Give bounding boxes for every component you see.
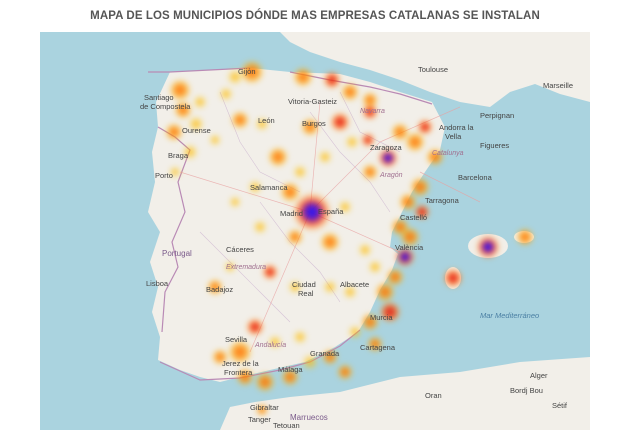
label-badajoz: Badajoz [206, 285, 234, 294]
label-oran: Oran [425, 391, 442, 400]
label-andalucia: Andalucía [255, 342, 287, 349]
label-tanger: Tanger [248, 415, 271, 424]
label-valencia: València [395, 243, 424, 252]
heat-map[interactable]: Toulouse Gijón Vitoria-Gasteiz Santiago … [40, 32, 590, 430]
label-setif: Sétif [552, 401, 568, 410]
label-lisboa: Lisboa [146, 279, 169, 288]
label-castellon: Castelló [400, 213, 428, 222]
label-figueres: Figueres [480, 141, 510, 150]
africa-land [220, 357, 590, 430]
label-andorra: Andorra la [439, 123, 474, 132]
label-cartagena: Cartagena [360, 343, 396, 352]
label-navarra: Navarra [360, 108, 385, 115]
label-tetouan: Tetouan [273, 421, 300, 430]
label-marruecos: Marruecos [290, 413, 328, 422]
label-barcelona: Barcelona [458, 173, 492, 182]
label-gibraltar: Gibraltar [250, 403, 279, 412]
label-espana: España [318, 207, 344, 216]
label-jerez: Jerez de la [222, 359, 259, 368]
label-compostela: de Compostela [140, 102, 191, 111]
label-toulouse: Toulouse [418, 65, 449, 74]
label-real: Real [298, 289, 314, 298]
label-sevilla: Sevilla [225, 335, 248, 344]
label-vella: Vella [445, 132, 462, 141]
label-aragon: Aragón [380, 172, 403, 179]
label-cataluna: Catalunya [432, 150, 464, 157]
label-granada: Granada [310, 349, 340, 358]
label-marseille: Marseille [543, 81, 574, 90]
label-bordj: Bordj Bou [510, 386, 543, 395]
label-zaragoza: Zaragoza [370, 143, 402, 152]
label-leon: León [258, 116, 275, 125]
label-porto: Porto [155, 171, 173, 180]
label-alger: Alger [530, 371, 548, 380]
label-gijon: Gijón [238, 67, 256, 76]
label-ciudad: Ciudad [292, 280, 316, 289]
label-caceres: Cáceres [226, 245, 254, 254]
label-perpignan: Perpignan [480, 111, 515, 120]
label-vitoria: Vitoria-Gasteiz [288, 97, 338, 106]
sardinia-land [576, 32, 590, 72]
map-title: MAPA DE LOS MUNICIPIOS DÓNDE MAS EMPRESA… [90, 10, 540, 22]
label-ourense: Ourense [182, 126, 211, 135]
label-frontera: Frontera [224, 368, 253, 377]
label-salamanca: Salamanca [250, 183, 288, 192]
country-borders [148, 67, 433, 381]
label-portugal: Portugal [162, 249, 192, 258]
label-tarragona: Tarragona [425, 196, 459, 205]
label-santiago: Santiago [144, 93, 174, 102]
label-albacete: Albacete [340, 280, 370, 289]
label-extremadura: Extremadura [226, 264, 267, 271]
iberia-land [148, 68, 445, 382]
label-malaga: Málaga [278, 365, 303, 374]
label-braga: Braga [168, 151, 189, 160]
label-madrid: Madrid [280, 209, 303, 218]
france-land [280, 32, 590, 107]
label-burgos: Burgos [302, 119, 326, 128]
map-canvas[interactable] [40, 32, 590, 430]
label-murcia: Murcia [370, 313, 393, 322]
label-mediterranean: Mar Mediterráneo [480, 311, 540, 320]
heat-layer [165, 60, 534, 416]
